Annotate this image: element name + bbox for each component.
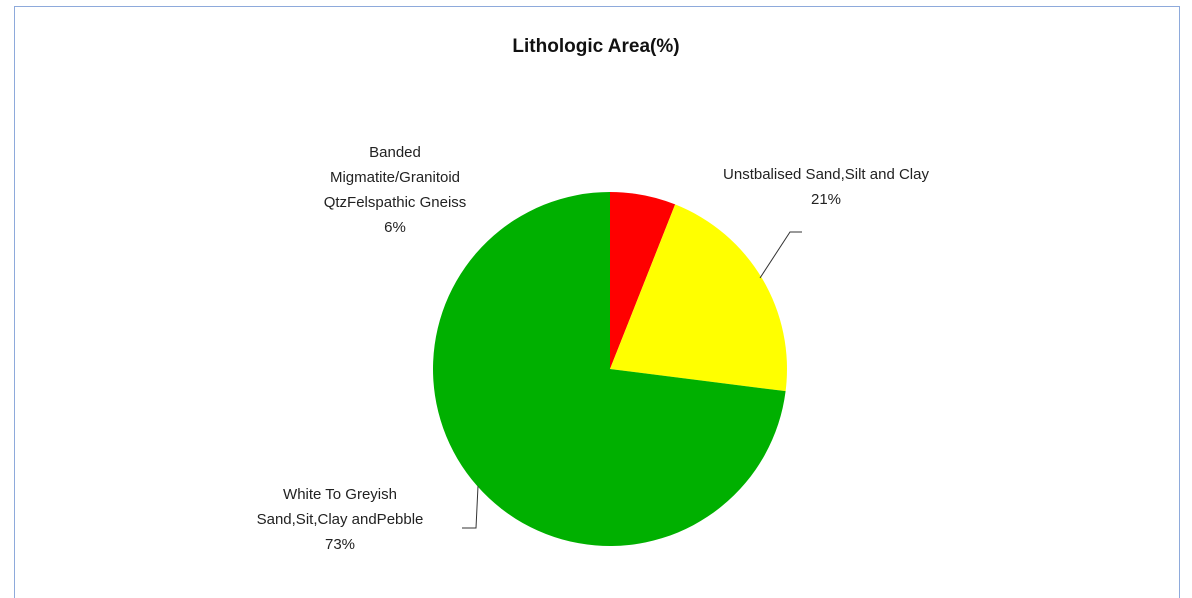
chart-frame xyxy=(14,6,1180,598)
category-label: White To Greyish Sand,Sit,Clay andPebble xyxy=(256,486,424,528)
pie-slice xyxy=(432,192,786,546)
leader-line xyxy=(759,231,802,279)
category-label: Banded Migmatite/Granitoid QtzFelspathic… xyxy=(323,144,467,211)
chart-title: Lithologic Area(%) xyxy=(512,36,680,57)
value-label: 21% xyxy=(810,191,842,208)
slice-label: Banded Migmatite/Granitoid QtzFelspathic… xyxy=(315,140,475,240)
pie-slice xyxy=(610,204,787,392)
value-label: 6% xyxy=(384,219,406,236)
value-label: 73% xyxy=(324,536,356,553)
leader-line xyxy=(462,485,479,529)
category-label: Unstbalised Sand,Silt and Clay xyxy=(723,166,929,183)
slice-label: Unstbalised Sand,Silt and Clay 21% xyxy=(708,162,944,212)
pie-slice xyxy=(610,192,676,369)
slice-label: White To Greyish Sand,Sit,Clay andPebble… xyxy=(252,482,428,557)
slices xyxy=(432,192,787,546)
